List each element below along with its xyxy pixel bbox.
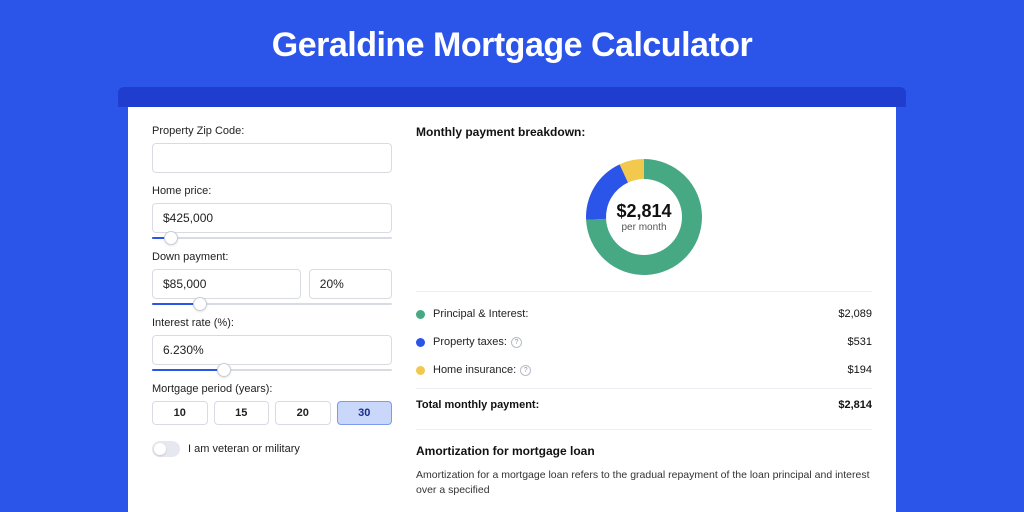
legend-dot	[416, 310, 425, 319]
legend-amount: $194	[848, 364, 872, 376]
donut-center-value: $2,814	[616, 201, 671, 222]
zip-input[interactable]	[152, 143, 392, 173]
period-option-30[interactable]: 30	[337, 401, 393, 425]
inputs-column: Property Zip Code: Home price: Down paym…	[152, 125, 392, 497]
period-option-15[interactable]: 15	[214, 401, 270, 425]
interest-rate-label: Interest rate (%):	[152, 317, 392, 329]
total-amount: $2,814	[838, 399, 872, 411]
veteran-label: I am veteran or military	[188, 443, 300, 455]
legend-label: Principal & Interest:	[433, 308, 838, 320]
home-price-input[interactable]	[152, 203, 392, 233]
legend-label: Property taxes:	[433, 336, 848, 348]
zip-label: Property Zip Code:	[152, 125, 392, 137]
legend-amount: $531	[848, 336, 872, 348]
info-icon[interactable]	[520, 365, 531, 376]
down-payment-label: Down payment:	[152, 251, 392, 263]
page-title: Geraldine Mortgage Calculator	[0, 0, 1024, 87]
info-icon[interactable]	[511, 337, 522, 348]
donut-center-sub: per month	[621, 222, 666, 233]
period-option-10[interactable]: 10	[152, 401, 208, 425]
veteran-toggle[interactable]	[152, 441, 180, 457]
down-payment-percent-input[interactable]	[309, 269, 392, 299]
total-label: Total monthly payment:	[416, 399, 838, 411]
results-column: Monthly payment breakdown: $2,814 per mo…	[416, 125, 872, 497]
interest-rate-input[interactable]	[152, 335, 392, 365]
legend-row: Principal & Interest:$2,089	[416, 300, 872, 328]
legend-dot	[416, 366, 425, 375]
amortization-heading: Amortization for mortgage loan	[416, 444, 872, 458]
calculator-panel: Property Zip Code: Home price: Down paym…	[128, 107, 896, 512]
total-row: Total monthly payment: $2,814	[416, 388, 872, 419]
down-payment-amount-input[interactable]	[152, 269, 301, 299]
donut-chart: $2,814 per month	[416, 149, 872, 291]
period-option-20[interactable]: 20	[275, 401, 331, 425]
breakdown-heading: Monthly payment breakdown:	[416, 125, 872, 139]
breakdown-legend: Principal & Interest:$2,089Property taxe…	[416, 291, 872, 384]
legend-dot	[416, 338, 425, 347]
down-payment-slider[interactable]	[152, 303, 392, 305]
amortization-section: Amortization for mortgage loan Amortizat…	[416, 429, 872, 497]
interest-rate-slider[interactable]	[152, 369, 392, 371]
period-options: 10152030	[152, 401, 392, 425]
home-price-label: Home price:	[152, 185, 392, 197]
home-price-slider[interactable]	[152, 237, 392, 239]
amortization-body: Amortization for a mortgage loan refers …	[416, 468, 872, 497]
legend-label: Home insurance:	[433, 364, 848, 376]
legend-row: Home insurance:$194	[416, 356, 872, 384]
period-label: Mortgage period (years):	[152, 383, 392, 395]
legend-amount: $2,089	[838, 308, 872, 320]
header-decorative-bar	[118, 87, 906, 107]
legend-row: Property taxes:$531	[416, 328, 872, 356]
